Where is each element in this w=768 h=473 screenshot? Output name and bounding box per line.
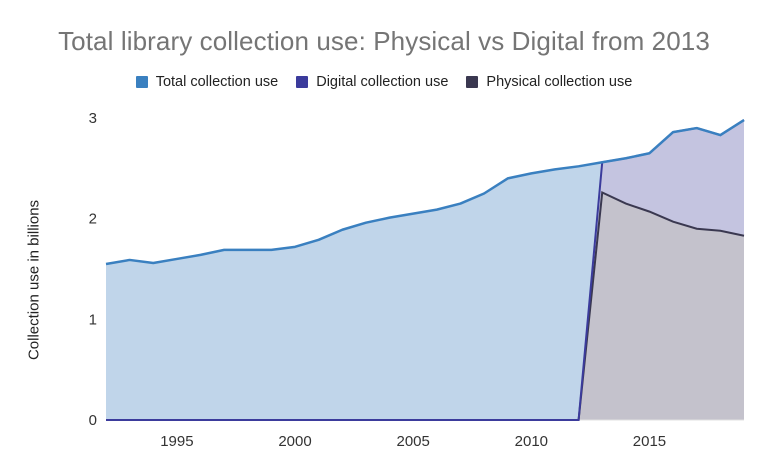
legend-swatch-total (135, 76, 148, 88)
x-axis-ticks: 1995 2000 2005 2010 2015 (160, 433, 666, 450)
series-areas (106, 120, 744, 420)
series-lines (105, 118, 745, 421)
physical-line (577, 190, 745, 421)
x-tick-label: 2005 (396, 433, 429, 450)
y-tick-label: 3 (89, 110, 97, 127)
x-tick-label: 1995 (160, 433, 193, 450)
y-tick-label: 0 (89, 412, 97, 429)
x-tick-label: 2015 (633, 433, 666, 450)
legend-swatch-digital (296, 76, 309, 88)
legend-label-digital: Digital collection use (316, 74, 449, 90)
legend-item-physical: Physical collection use (466, 74, 632, 90)
y-tick-label: 2 (89, 211, 97, 228)
chart-title: Total library collection use: Physical v… (58, 26, 710, 56)
legend-label-total: Total collection use (155, 74, 279, 90)
legend-label-physical: Physical collection use (486, 74, 633, 90)
legend-item-total: Total collection use (135, 74, 279, 90)
legend-swatch-physical (466, 76, 479, 88)
x-tick-label: 2000 (278, 433, 311, 450)
y-axis-ticks: 0 1 2 3 (89, 110, 97, 429)
legend: Total collection use Digital collection … (0, 74, 768, 90)
x-tick-label: 2010 (515, 433, 548, 450)
physical-area (578, 192, 744, 420)
legend-item-digital: Digital collection use (296, 74, 448, 90)
total-line (105, 118, 745, 266)
y-tick-label: 1 (89, 311, 97, 328)
